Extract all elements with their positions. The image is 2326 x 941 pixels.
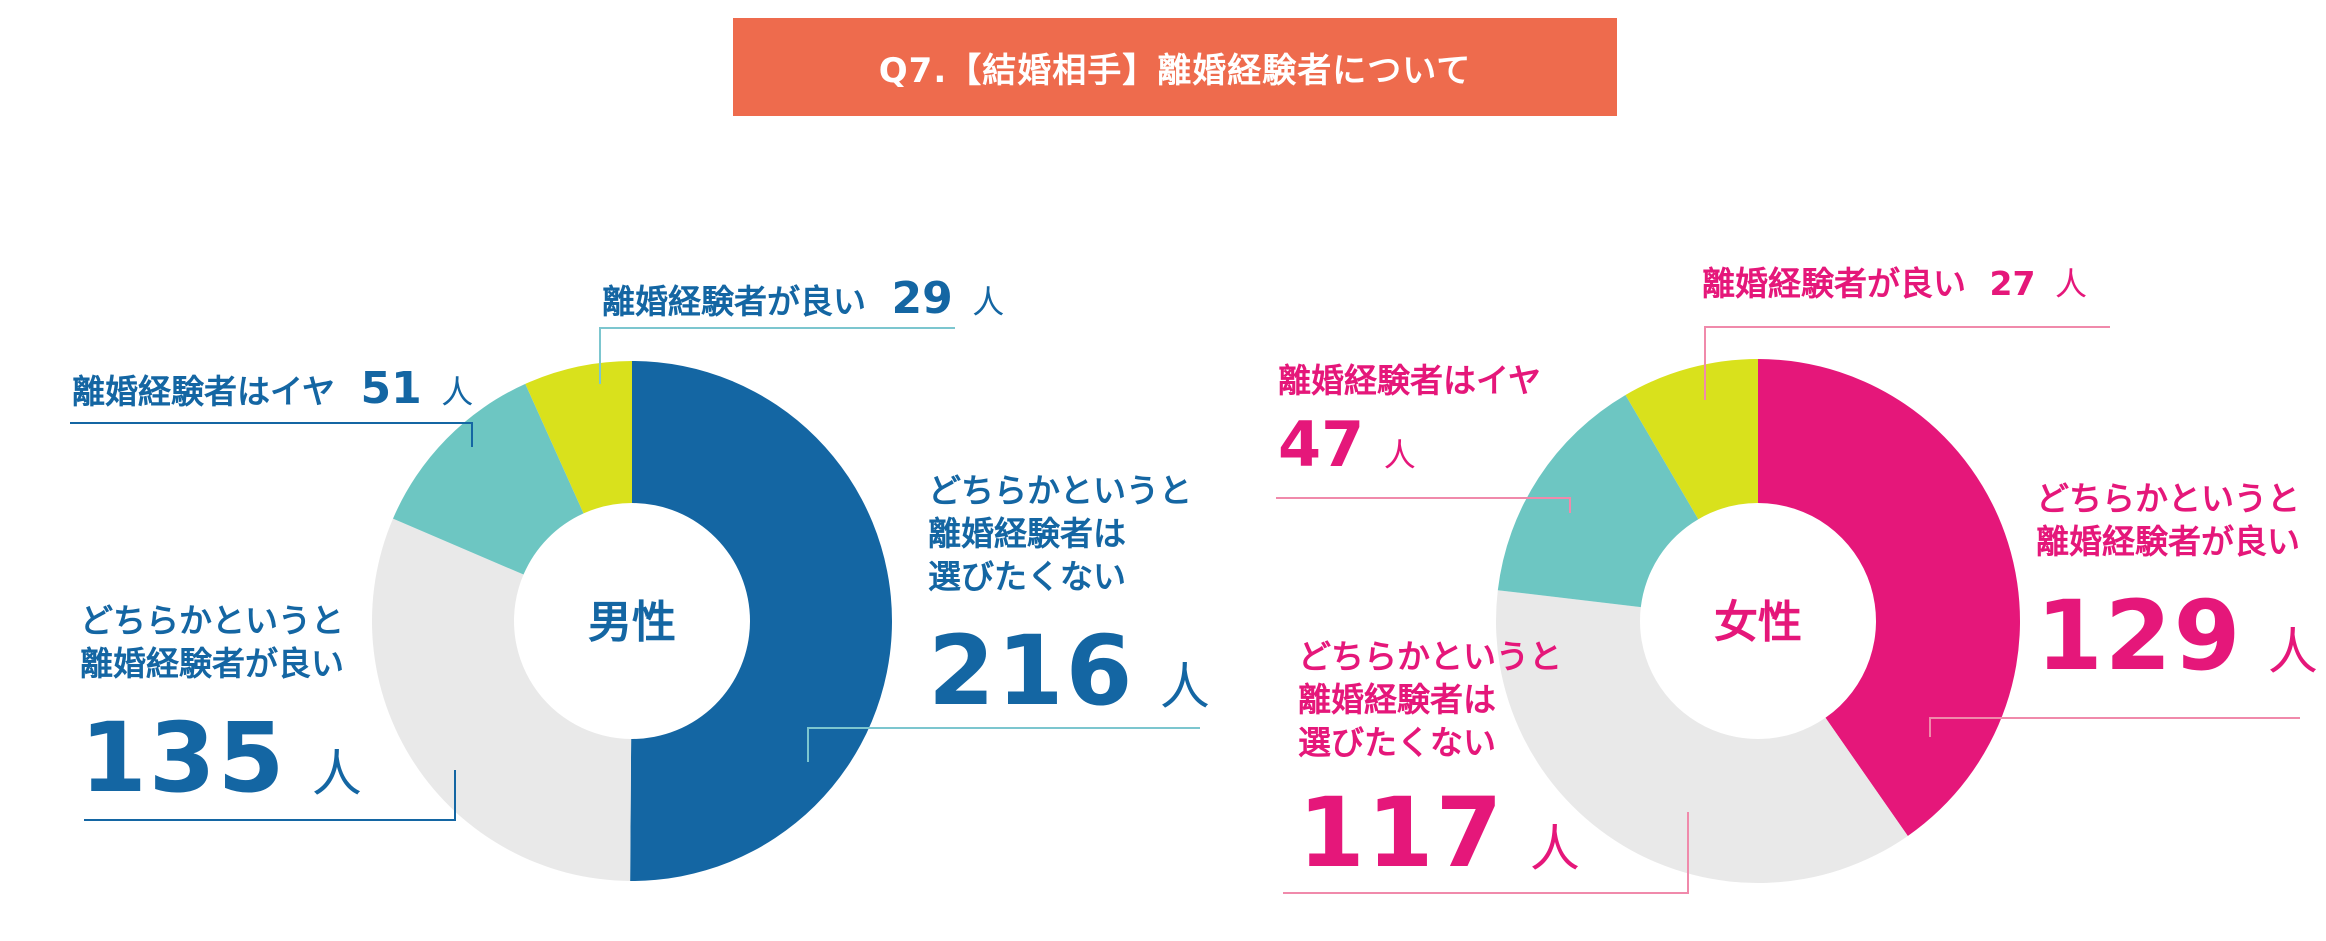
female-unit-no: 人 [1383, 435, 1416, 474]
male-label-no: 離婚経験者はイヤ 51 人 [72, 360, 473, 417]
female-rather-good-line2: 離婚経験者が良い [2036, 521, 2300, 561]
male-leader-rather-no [807, 727, 1200, 762]
female-value-good: 27 [1989, 264, 2036, 303]
female-pie-slice-3 [1625, 359, 1758, 520]
female-label-rather-no: どちらかというと 離婚経験者は 選びたくない 117 人 [1298, 636, 1580, 895]
female-rather-no-line3: 選びたくない [1298, 722, 1496, 762]
female-pie-slice-2 [1497, 394, 1699, 608]
female-value-rather-no: 117 [1298, 776, 1505, 889]
male-label-rather-no: どちらかというと 離婚経験者は 選びたくない 216 人 [928, 470, 1210, 733]
male-pie-slice-3 [525, 361, 632, 514]
female-leader-good [1704, 326, 2110, 400]
female-label-no-text: 離婚経験者はイヤ [1278, 361, 1542, 400]
male-leader-no [70, 422, 473, 447]
pie-group: 男性 女性 [371, 359, 2020, 884]
male-pie-slice-0 [630, 361, 892, 881]
female-leader-rather-no [1283, 812, 1689, 894]
female-rather-good-line1: どちらかというと [2036, 479, 2300, 518]
male-value-rather-good: 135 [80, 701, 287, 814]
male-rather-no-line2: 離婚経験者は [928, 513, 1126, 553]
female-value-no: 47 [1278, 407, 1365, 481]
male-value-no: 51 [360, 363, 422, 414]
male-pie-slice-2 [392, 383, 584, 575]
female-value-rather-good: 129 [2036, 579, 2243, 692]
male-rather-good-line2: 離婚経験者が良い [80, 643, 344, 683]
male-value-good: 29 [891, 273, 953, 324]
page-title: Q7.【結婚相手】離婚経験者について [878, 50, 1472, 91]
male-unit-good: 人 [972, 283, 1005, 321]
female-center-label: 女性 [1714, 597, 1802, 648]
female-rather-no-line2: 離婚経験者は [1298, 679, 1496, 719]
male-leader-rather-good [84, 770, 456, 821]
male-label-good-text: 離婚経験者が良い [602, 282, 866, 321]
female-label-good-text: 離婚経験者が良い [1702, 264, 1966, 303]
male-rather-no-line1: どちらかというと [928, 471, 1192, 510]
male-unit-rather-no: 人 [1159, 657, 1210, 716]
male-rather-no-line3: 選びたくない [928, 556, 1126, 596]
male-unit-rather-good: 人 [311, 744, 362, 803]
title-banner: Q7.【結婚相手】離婚経験者について [733, 18, 1617, 116]
male-center-label: 男性 [588, 597, 676, 648]
female-unit-good: 人 [2054, 265, 2087, 303]
leader-lines [70, 326, 2300, 894]
male-pie-slice-1 [371, 518, 632, 881]
male-rather-good-line1: どちらかというと [80, 601, 344, 640]
female-pie-slice-1 [1495, 590, 1908, 884]
female-label-rather-good: どちらかというと 離婚経験者が良い 129 人 [2036, 478, 2318, 699]
male-label-good: 離婚経験者が良い 29 人 [602, 270, 1004, 327]
female-label-no: 離婚経験者はイヤ 47 人 [1278, 360, 1541, 485]
male-value-rather-no: 216 [928, 614, 1135, 727]
male-unit-no: 人 [441, 373, 474, 411]
male-label-rather-good: どちらかというと 離婚経験者が良い 135 人 [80, 600, 362, 821]
female-rather-no-line1: どちらかというと [1298, 637, 1562, 676]
male-leader-good [599, 327, 955, 384]
female-leader-rather-good [1929, 717, 2300, 737]
male-label-no-text: 離婚経験者はイヤ [72, 372, 336, 411]
female-label-good: 離婚経験者が良い 27 人 [1702, 263, 2087, 306]
female-pie-slice-0 [1758, 359, 2020, 836]
female-leader-no [1276, 497, 1571, 513]
female-unit-rather-good: 人 [2267, 622, 2318, 681]
female-unit-rather-no: 人 [1529, 819, 1580, 878]
